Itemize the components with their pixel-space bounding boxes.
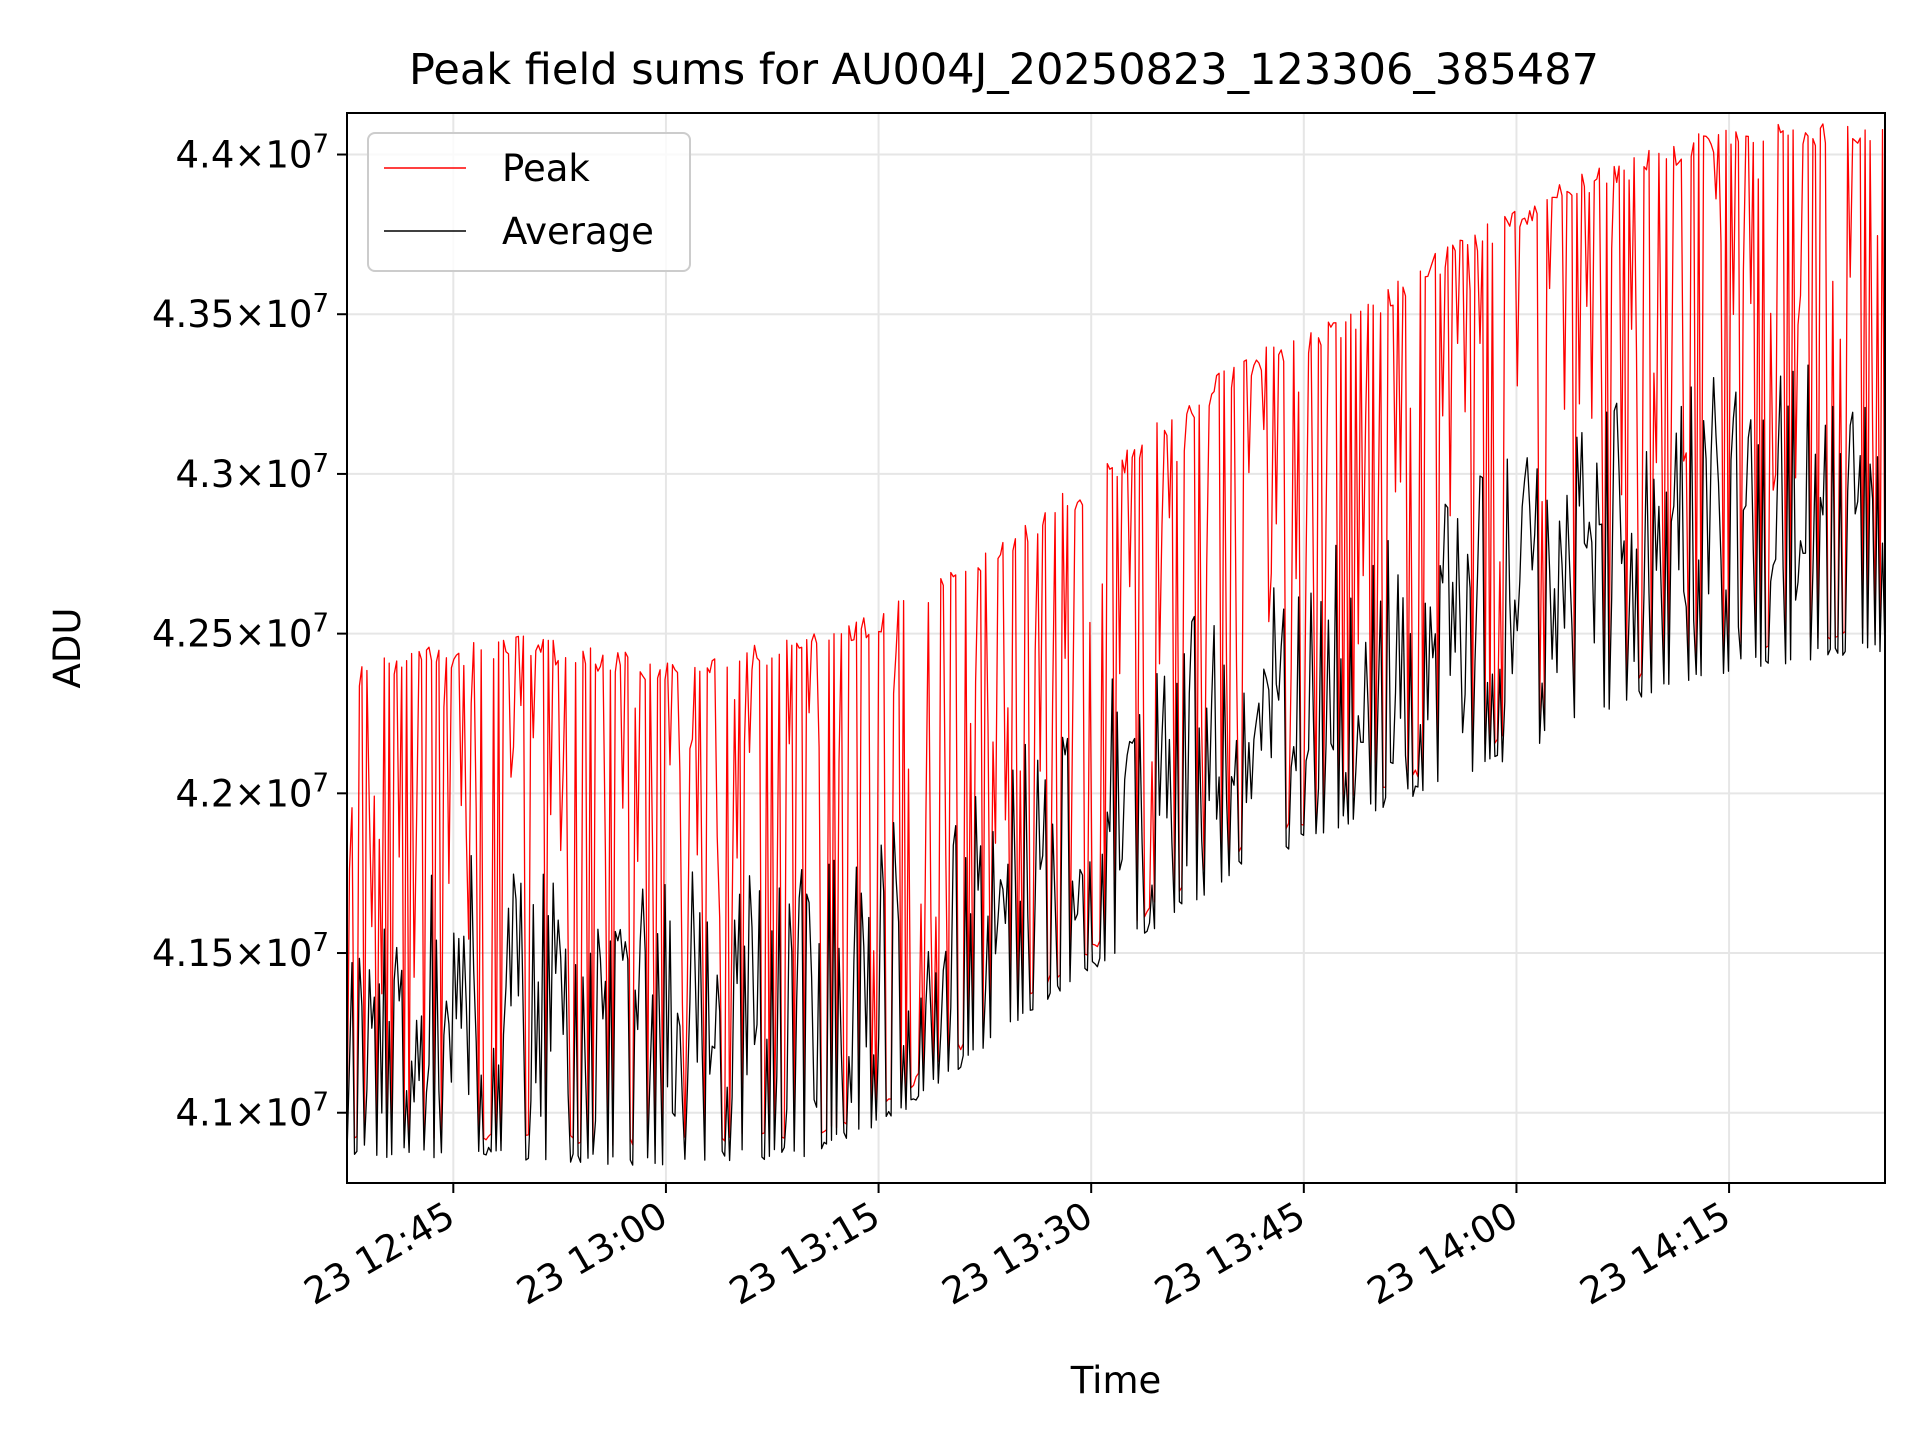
y-tick-mantissa: 4.2 [176,772,235,815]
y-tick-exponent: 7 [312,1088,329,1118]
y-tick-exponent: 7 [312,289,329,319]
y-tick-multiplier: ×10 [234,772,312,815]
y-tick-exponent: 7 [312,609,329,639]
y-tick-mantissa: 4.3 [176,453,235,496]
y-tick-mantissa: 4.35 [152,293,234,336]
y-tick-label: 4.25×107 [152,609,329,656]
y-tick-multiplier: ×10 [234,1092,312,1135]
series-lines [346,123,1886,1166]
legend-label-average: Average [502,210,654,253]
y-tick-multiplier: ×10 [234,932,312,975]
y-tick-label: 4.1×107 [176,1088,329,1135]
plot-area: 23 12:45 23 13:00 23 13:15 23 13:30 23 13:45… [152,112,1886,1314]
y-tick-label: 4.2×107 [176,768,329,815]
y-tick-label: 4.35×107 [152,289,329,336]
series-line-peak [346,123,1886,1147]
y-tick-label: 4.15×107 [152,928,329,975]
series-line-average [346,364,1886,1166]
y-tick-label: 4.4×107 [176,130,329,177]
y-tick-multiplier: ×10 [234,134,312,177]
y-tick-mantissa: 4.15 [152,932,234,975]
y-tick-label: 4.3×107 [176,449,329,496]
y-tick-exponent: 7 [312,768,329,798]
chart-title: Peak field sums for AU004J_20250823_1233… [409,45,1599,95]
y-tick-mantissa: 4.4 [176,134,235,177]
y-tick-multiplier: ×10 [234,293,312,336]
y-tick-multiplier: ×10 [234,453,312,496]
x-axis-label: Time [1070,1359,1162,1402]
y-tick-exponent: 7 [312,449,329,479]
legend-label-peak: Peak [502,147,590,190]
plot-frame [346,112,1886,1184]
y-axis-label: ADU [46,608,89,689]
y-tick-exponent: 7 [312,928,329,958]
legend: Peak Average [367,132,691,272]
y-tick-mantissa: 4.25 [152,613,234,656]
y-tick-mantissa: 4.1 [176,1092,235,1135]
y-axis-ticks: 4.1×1074.15×1074.2×1074.25×1074.3×1074.3… [152,130,347,1135]
y-tick-multiplier: ×10 [234,613,312,656]
y-tick-exponent: 7 [312,130,329,160]
